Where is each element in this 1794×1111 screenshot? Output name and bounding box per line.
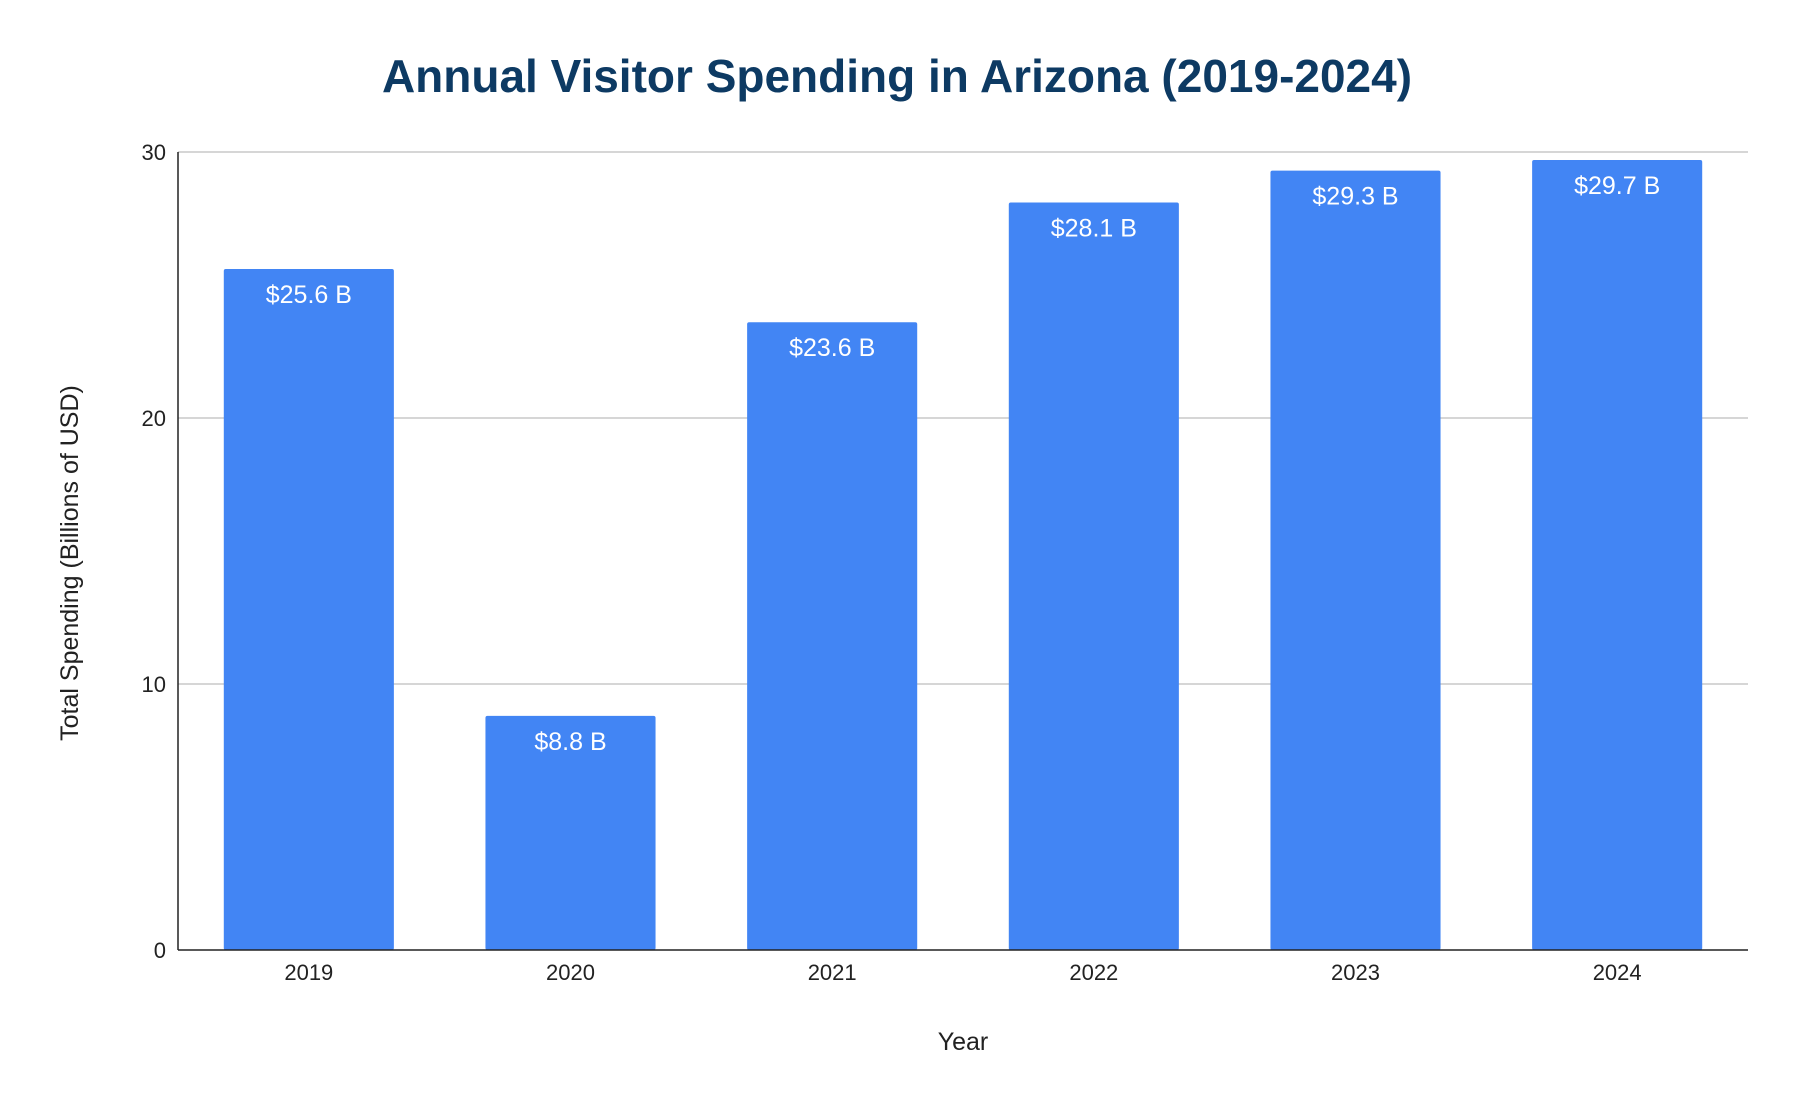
tick-labels: 0 10 20 30 2019 2020 2021 2022 2023 2024 [142,140,1642,985]
bar-2019 [223,269,394,950]
y-tick-label: 30 [142,140,166,165]
gridlines [178,151,1748,685]
data-label-2024: $29.7 B [1574,172,1660,200]
data-labels: $25.6 B $8.8 B $23.6 B $28.1 B $29.3 B $29.7 … [266,172,1661,756]
x-tick-label: 2019 [284,960,333,985]
x-tick-label: 2024 [1593,960,1642,985]
bar-2022 [1008,202,1179,951]
data-label-2020: $8.8 B [534,728,606,756]
x-tick-label: 2023 [1331,960,1380,985]
data-label-2023: $29.3 B [1312,183,1398,211]
y-tick-label: 10 [142,672,166,697]
bars [223,159,1703,951]
chart-title: Annual Visitor Spending in Arizona (2019… [382,50,1412,102]
bar-2021 [747,322,918,950]
x-tick-label: 2022 [1069,960,1118,985]
data-label-2022: $28.1 B [1051,215,1137,243]
x-tick-label: 2021 [808,960,857,985]
bar-2023 [1270,170,1441,950]
bar-2024 [1532,159,1703,951]
data-label-2019: $25.6 B [266,281,352,309]
data-label-2021: $23.6 B [789,334,875,362]
y-axis-title: Total Spending (Billions of USD) [56,385,84,741]
x-axis-title: Year [938,1028,989,1056]
bar-2020 [485,715,656,950]
y-tick-label: 0 [154,938,166,963]
y-tick-label: 20 [142,406,166,431]
x-tick-label: 2020 [546,960,595,985]
